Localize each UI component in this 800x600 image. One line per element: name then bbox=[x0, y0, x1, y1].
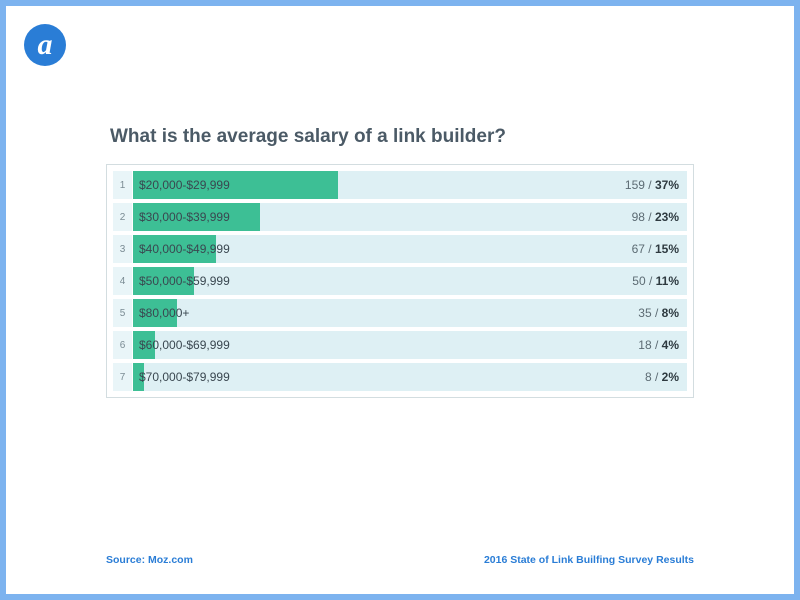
bar-percent: 8% bbox=[662, 306, 679, 320]
bar-count: 8 bbox=[645, 370, 652, 384]
chart-row: 1 $20,000-$29,999 159 / 37% bbox=[113, 171, 687, 199]
footer-caption: 2016 State of Link Builfing Survey Resul… bbox=[484, 554, 694, 566]
bar-separator: / bbox=[645, 178, 655, 192]
rank-box: 5 bbox=[113, 299, 133, 327]
bar-label: $50,000-$59,999 bbox=[139, 274, 230, 288]
bar-percent: 23% bbox=[655, 210, 679, 224]
bar-label: $20,000-$29,999 bbox=[139, 178, 230, 192]
chart-row: 4 $50,000-$59,999 50 / 11% bbox=[113, 267, 687, 295]
bar-separator: / bbox=[652, 338, 662, 352]
bar-label: $80,000+ bbox=[139, 306, 189, 320]
rank-box: 4 bbox=[113, 267, 133, 295]
bar-track: $30,000-$39,999 98 / 23% bbox=[133, 203, 687, 231]
infographic-frame: a What is the average salary of a link b… bbox=[0, 0, 800, 600]
bar-value: 35 / 8% bbox=[638, 306, 679, 320]
bar-value: 67 / 15% bbox=[632, 242, 679, 256]
bar-label: $40,000-$49,999 bbox=[139, 242, 230, 256]
bar-value: 159 / 37% bbox=[625, 178, 679, 192]
bar-label: $30,000-$39,999 bbox=[139, 210, 230, 224]
bar-value: 8 / 2% bbox=[645, 370, 679, 384]
bar-track: $40,000-$49,999 67 / 15% bbox=[133, 235, 687, 263]
bar-count: 18 bbox=[638, 338, 651, 352]
chart-row: 5 $80,000+ 35 / 8% bbox=[113, 299, 687, 327]
bar-label: $70,000-$79,999 bbox=[139, 370, 230, 384]
bar-value: 18 / 4% bbox=[638, 338, 679, 352]
bar-separator: / bbox=[646, 274, 656, 288]
chart-row: 6 $60,000-$69,999 18 / 4% bbox=[113, 331, 687, 359]
bar-percent: 4% bbox=[662, 338, 679, 352]
bar-track: $50,000-$59,999 50 / 11% bbox=[133, 267, 687, 295]
bar-value: 50 / 11% bbox=[632, 274, 679, 288]
bar-count: 159 bbox=[625, 178, 645, 192]
bar-separator: / bbox=[645, 210, 655, 224]
chart-rows: 1$20,000-$29,999159 / 37%2$30,000-$39,99… bbox=[113, 171, 687, 391]
rank-box: 6 bbox=[113, 331, 133, 359]
bar-track: $70,000-$79,999 8 / 2% bbox=[133, 363, 687, 391]
bar-percent: 2% bbox=[662, 370, 679, 384]
bar-percent: 15% bbox=[655, 242, 679, 256]
bar-count: 50 bbox=[632, 274, 645, 288]
bar-label: $60,000-$69,999 bbox=[139, 338, 230, 352]
chart-row: 3 $40,000-$49,999 67 / 15% bbox=[113, 235, 687, 263]
rank-box: 1 bbox=[113, 171, 133, 199]
bar-count: 98 bbox=[632, 210, 645, 224]
chart-row: 7 $70,000-$79,999 8 / 2% bbox=[113, 363, 687, 391]
bar-separator: / bbox=[652, 306, 662, 320]
footer-source: Source: Moz.com bbox=[106, 554, 193, 566]
rank-box: 2 bbox=[113, 203, 133, 231]
bar-track: $80,000+ 35 / 8% bbox=[133, 299, 687, 327]
bar-track: $60,000-$69,999 18 / 4% bbox=[133, 331, 687, 359]
bar-value: 98 / 23% bbox=[632, 210, 679, 224]
bar-track: $20,000-$29,999 159 / 37% bbox=[133, 171, 687, 199]
bar-count: 35 bbox=[638, 306, 651, 320]
chart-title: What is the average salary of a link bui… bbox=[106, 126, 694, 148]
bar-percent: 11% bbox=[656, 274, 679, 288]
brand-logo-letter: a bbox=[38, 30, 53, 60]
bar-percent: 37% bbox=[655, 178, 679, 192]
rank-box: 7 bbox=[113, 363, 133, 391]
bar-separator: / bbox=[652, 370, 662, 384]
chart-content: What is the average salary of a link bui… bbox=[106, 126, 694, 398]
chart-row: 2 $30,000-$39,999 98 / 23% bbox=[113, 203, 687, 231]
rank-box: 3 bbox=[113, 235, 133, 263]
bar-separator: / bbox=[645, 242, 655, 256]
footer: Source: Moz.com 2016 State of Link Builf… bbox=[106, 554, 694, 566]
brand-logo: a bbox=[24, 24, 66, 66]
chart-container: 1$20,000-$29,999159 / 37%2$30,000-$39,99… bbox=[106, 164, 694, 398]
bar-count: 67 bbox=[632, 242, 645, 256]
